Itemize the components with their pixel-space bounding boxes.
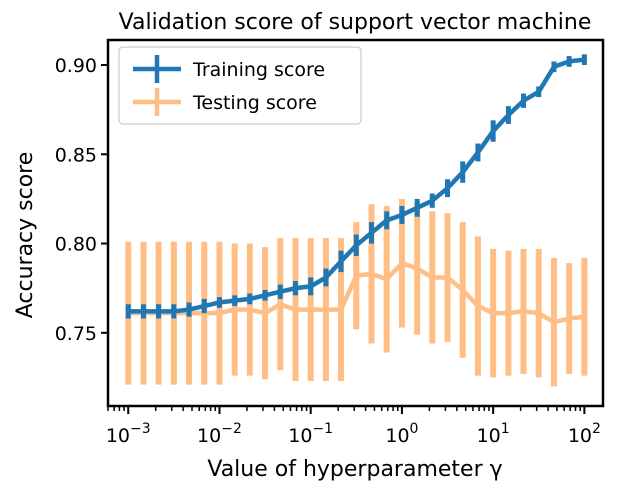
legend-label-training: Training score: [192, 59, 325, 81]
legend-label-testing: Testing score: [192, 92, 317, 114]
axes: 0.75 0.80 0.85 0.90 10−3 10−2 10−1 100 101 102: [55, 38, 605, 447]
y-axis-label: Accuracy score: [13, 152, 38, 319]
plot-frame: [106, 38, 605, 408]
x-tick-label: 101: [477, 421, 510, 447]
y-tick-label: 0.90: [55, 55, 97, 77]
x-tick-label: 102: [568, 421, 601, 447]
legend: Training score Testing score: [118, 46, 362, 125]
y-tick-label: 0.80: [55, 234, 97, 256]
chart-title: Validation score of support vector machi…: [119, 10, 592, 35]
x-tick-label: 10−3: [106, 421, 151, 447]
x-tick-label: 10−2: [197, 421, 242, 447]
y-tick-label: 0.85: [55, 144, 97, 166]
training-series: [125, 54, 587, 319]
legend-swatch-training: [133, 55, 181, 83]
x-tick-label: 10−1: [288, 421, 333, 447]
x-tick-label: 100: [385, 421, 418, 447]
training-score-line: [125, 57, 587, 314]
y-tick-label: 0.75: [55, 323, 97, 345]
testing-series: [125, 198, 588, 387]
x-axis-label: Value of hyperparameter γ: [207, 457, 502, 482]
legend-box: [118, 46, 362, 125]
plot-area: [125, 54, 588, 387]
legend-swatch-testing: [133, 88, 181, 116]
